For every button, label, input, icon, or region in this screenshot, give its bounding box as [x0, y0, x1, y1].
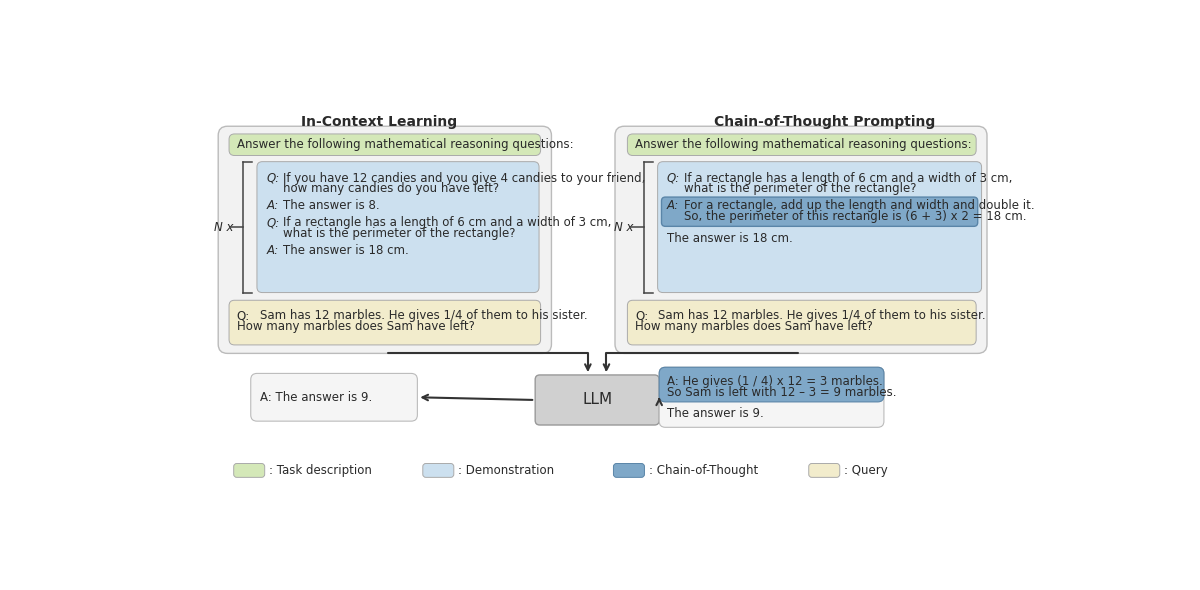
FancyBboxPatch shape	[616, 126, 986, 353]
FancyBboxPatch shape	[628, 134, 976, 156]
Text: A:: A:	[266, 244, 278, 257]
Text: A:: A:	[266, 199, 278, 212]
Text: Q:: Q:	[236, 310, 250, 323]
Text: How many marbles does Sam have left?: How many marbles does Sam have left?	[635, 320, 874, 333]
Text: A:: A:	[667, 199, 679, 212]
Text: The answer is 18 cm.: The answer is 18 cm.	[283, 244, 409, 257]
Text: If a rectangle has a length of 6 cm and a width of 3 cm,: If a rectangle has a length of 6 cm and …	[283, 217, 612, 230]
Text: So, the perimeter of this rectangle is (6 + 3) x 2 = 18 cm.: So, the perimeter of this rectangle is (…	[684, 210, 1026, 223]
Text: LLM: LLM	[582, 392, 612, 408]
Text: N x: N x	[214, 221, 233, 234]
Text: Answer the following mathematical reasoning questions:: Answer the following mathematical reason…	[635, 138, 972, 151]
Text: what is the perimeter of the rectangle?: what is the perimeter of the rectangle?	[684, 182, 917, 195]
FancyBboxPatch shape	[229, 134, 541, 156]
FancyBboxPatch shape	[218, 126, 552, 353]
FancyBboxPatch shape	[422, 464, 454, 477]
FancyBboxPatch shape	[661, 197, 978, 227]
Text: how many candies do you have left?: how many candies do you have left?	[283, 182, 499, 195]
Text: Answer the following mathematical reasoning questions:: Answer the following mathematical reason…	[236, 138, 574, 151]
Text: N x: N x	[614, 221, 634, 234]
FancyBboxPatch shape	[659, 367, 884, 427]
Text: How many marbles does Sam have left?: How many marbles does Sam have left?	[236, 320, 475, 333]
Text: Q:: Q:	[635, 310, 648, 323]
FancyBboxPatch shape	[229, 300, 541, 345]
Text: For a rectangle, add up the length and width and double it.: For a rectangle, add up the length and w…	[684, 199, 1034, 212]
Text: So Sam is left with 12 – 3 = 9 marbles.: So Sam is left with 12 – 3 = 9 marbles.	[667, 386, 896, 399]
Text: The answer is 9.: The answer is 9.	[667, 407, 763, 419]
Text: If you have 12 candies and you give 4 candies to your friend,: If you have 12 candies and you give 4 ca…	[283, 172, 646, 185]
Text: : Demonstration: : Demonstration	[458, 464, 554, 477]
FancyBboxPatch shape	[251, 373, 418, 421]
Text: : Chain-of-Thought: : Chain-of-Thought	[649, 464, 758, 477]
Text: : Task description: : Task description	[269, 464, 372, 477]
Text: Q:: Q:	[667, 172, 680, 185]
FancyBboxPatch shape	[628, 300, 976, 345]
FancyBboxPatch shape	[234, 464, 265, 477]
Text: Sam has 12 marbles. He gives 1/4 of them to his sister.: Sam has 12 marbles. He gives 1/4 of them…	[659, 310, 986, 323]
Text: Sam has 12 marbles. He gives 1/4 of them to his sister.: Sam has 12 marbles. He gives 1/4 of them…	[260, 310, 588, 323]
Text: A: The answer is 9.: A: The answer is 9.	[260, 391, 372, 404]
FancyBboxPatch shape	[658, 162, 982, 293]
Text: Chain-of-Thought Prompting: Chain-of-Thought Prompting	[714, 116, 935, 129]
FancyBboxPatch shape	[659, 367, 884, 402]
Text: If a rectangle has a length of 6 cm and a width of 3 cm,: If a rectangle has a length of 6 cm and …	[684, 172, 1013, 185]
Text: what is the perimeter of the rectangle?: what is the perimeter of the rectangle?	[283, 227, 516, 240]
FancyBboxPatch shape	[535, 375, 659, 425]
FancyBboxPatch shape	[809, 464, 840, 477]
Text: In-Context Learning: In-Context Learning	[300, 116, 457, 129]
Text: The answer is 18 cm.: The answer is 18 cm.	[667, 232, 793, 245]
Text: : Query: : Query	[845, 464, 888, 477]
Text: Q:: Q:	[266, 217, 280, 230]
FancyBboxPatch shape	[257, 162, 539, 293]
FancyBboxPatch shape	[613, 464, 644, 477]
Text: Q:: Q:	[266, 172, 280, 185]
Text: The answer is 8.: The answer is 8.	[283, 199, 380, 212]
Text: A: He gives (1 / 4) x 12 = 3 marbles.: A: He gives (1 / 4) x 12 = 3 marbles.	[667, 375, 883, 388]
